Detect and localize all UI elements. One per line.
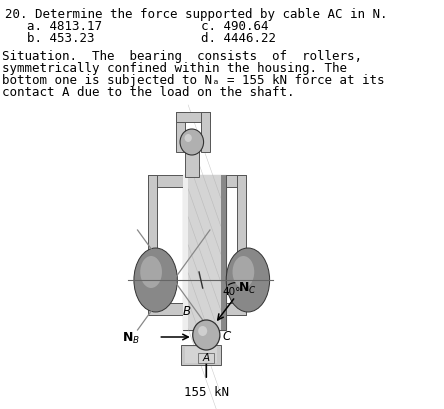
- Text: b. 453.23: b. 453.23: [27, 32, 95, 45]
- Circle shape: [180, 129, 204, 155]
- Circle shape: [185, 134, 192, 142]
- Bar: [221, 175, 226, 330]
- Ellipse shape: [134, 248, 177, 312]
- Text: Situation.  The  bearing  consists  of  rollers,: Situation. The bearing consists of rolle…: [2, 50, 362, 63]
- Bar: [148, 303, 183, 315]
- Bar: [226, 175, 246, 187]
- Circle shape: [193, 320, 220, 350]
- Bar: [175, 112, 210, 122]
- Bar: [198, 353, 214, 363]
- Bar: [185, 150, 199, 177]
- Bar: [226, 303, 246, 315]
- Text: bottom one is subjected to Nₐ = 155 kN force at its: bottom one is subjected to Nₐ = 155 kN f…: [2, 74, 385, 87]
- Text: d. 4446.22: d. 4446.22: [201, 32, 276, 45]
- Bar: [148, 175, 183, 187]
- Bar: [183, 175, 188, 330]
- Ellipse shape: [140, 256, 162, 288]
- Text: B: B: [183, 305, 191, 318]
- Text: contact A due to the load on the shaft.: contact A due to the load on the shaft.: [2, 86, 294, 99]
- Text: 155 kN: 155 kN: [184, 386, 229, 399]
- Text: $\mathbf{N}_C$: $\mathbf{N}_C$: [238, 281, 257, 296]
- Text: symmetrically confined within the housing. The: symmetrically confined within the housin…: [2, 62, 347, 75]
- Text: A: A: [203, 353, 210, 363]
- Text: C: C: [222, 330, 231, 344]
- Text: c. 490.64: c. 490.64: [201, 20, 268, 33]
- Text: 20. Determine the force supported by cable AC in N.: 20. Determine the force supported by cab…: [4, 8, 387, 21]
- Bar: [201, 112, 210, 152]
- Text: a. 4813.17: a. 4813.17: [27, 20, 102, 33]
- Bar: [181, 345, 221, 365]
- Ellipse shape: [226, 248, 270, 312]
- Bar: [188, 175, 221, 330]
- Bar: [237, 175, 246, 315]
- Bar: [183, 175, 226, 330]
- Ellipse shape: [233, 256, 254, 288]
- Text: 40°: 40°: [223, 287, 241, 297]
- Circle shape: [198, 326, 207, 336]
- Bar: [148, 175, 158, 315]
- Text: $\mathbf{N}_B$: $\mathbf{N}_B$: [122, 330, 140, 346]
- Bar: [185, 347, 217, 363]
- Bar: [175, 112, 185, 152]
